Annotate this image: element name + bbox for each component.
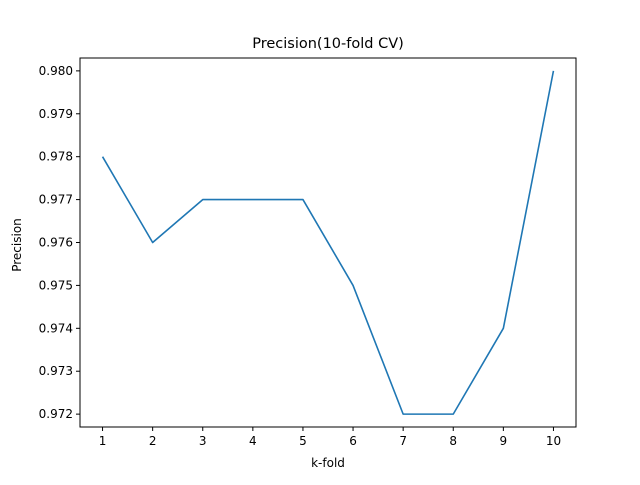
ticks: 1 2 3 4 5 6 7 8 9 10 0.972 0.973 0.974 0.975 0.976 0.97… — [39, 64, 561, 448]
y-tick-label: 0.977 — [39, 193, 73, 207]
x-axis-label: k-fold — [311, 456, 345, 470]
x-tick-label: 6 — [349, 434, 357, 448]
y-tick-label: 0.972 — [39, 407, 73, 421]
y-axis-label: Precision — [10, 218, 24, 272]
series — [103, 71, 554, 414]
y-tick-label: 0.979 — [39, 107, 73, 121]
series-line — [103, 71, 554, 414]
x-tick-label: 10 — [546, 434, 561, 448]
chart-title: Precision(10-fold CV) — [252, 36, 404, 52]
x-tick-label: 2 — [149, 434, 157, 448]
x-tick-label: 9 — [500, 434, 508, 448]
x-tick-label: 1 — [99, 434, 107, 448]
x-tick-label: 4 — [249, 434, 257, 448]
x-tick-label: 8 — [449, 434, 457, 448]
y-tick-label: 0.973 — [39, 364, 73, 378]
y-tick-label: 0.978 — [39, 150, 73, 164]
y-tick-label: 0.976 — [39, 236, 73, 250]
y-tick-label: 0.975 — [39, 278, 73, 292]
x-tick-label: 7 — [399, 434, 407, 448]
y-tick-label: 0.980 — [39, 64, 73, 78]
y-tick-label: 0.974 — [39, 321, 73, 335]
x-tick-label: 3 — [199, 434, 207, 448]
x-tick-label: 5 — [299, 434, 307, 448]
